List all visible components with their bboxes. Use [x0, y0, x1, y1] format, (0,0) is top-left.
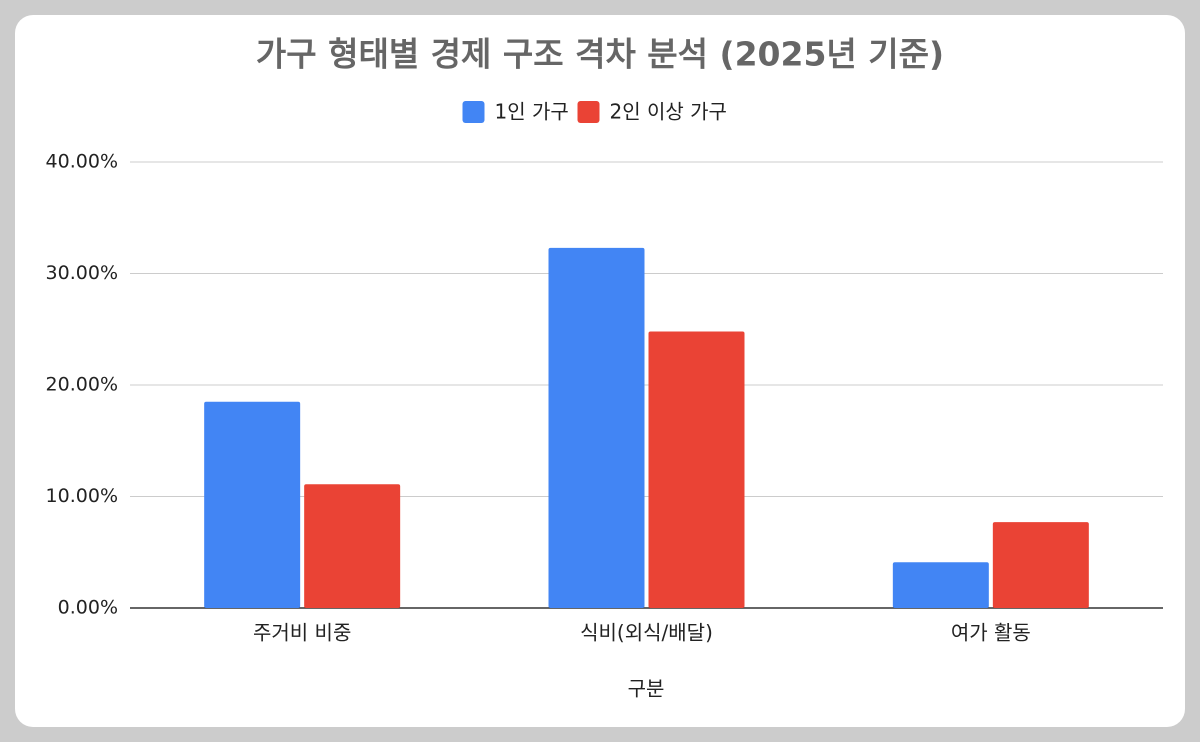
bar	[304, 484, 401, 608]
y-tick-label: 20.00%	[46, 374, 118, 396]
legend-label: 2인 이상 가구	[610, 100, 727, 124]
chart-title: 가구 형태별 경제 구조 격차 분석 (2025년 기준)	[256, 35, 944, 74]
x-tick-label: 주거비 비중	[253, 621, 351, 645]
y-tick-label: 0.00%	[58, 597, 118, 619]
y-tick-label: 40.00%	[46, 151, 118, 173]
x-tick-label: 여가 활동	[951, 621, 1031, 645]
x-axis-title: 구분	[628, 677, 665, 701]
legend-swatch	[462, 101, 485, 123]
bar	[204, 401, 301, 608]
bar	[648, 331, 745, 608]
bar	[992, 522, 1089, 608]
legend-swatch	[577, 101, 600, 123]
y-tick-label: 10.00%	[46, 485, 118, 507]
x-tick-label: 식비(외식/배달)	[580, 621, 713, 645]
legend-label: 1인 가구	[495, 100, 569, 124]
bar	[892, 562, 989, 608]
y-tick-label: 30.00%	[46, 262, 118, 284]
bar	[548, 247, 645, 609]
